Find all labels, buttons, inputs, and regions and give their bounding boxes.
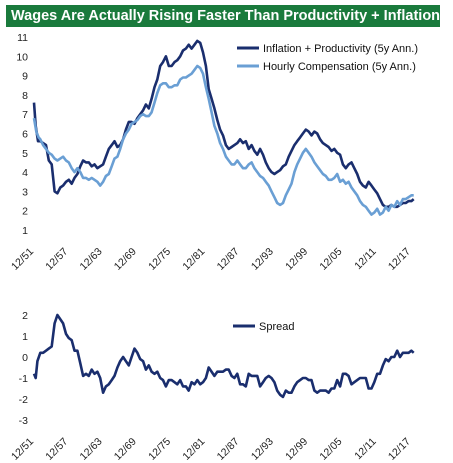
x-tick-label: 12/11 — [352, 246, 379, 273]
x-tick-label: 12/93 — [249, 246, 276, 273]
x-tick-label: 12/63 — [78, 246, 105, 273]
x-tick-label: 12/05 — [317, 436, 344, 463]
x-tick-label: 12/17 — [386, 436, 413, 463]
x-tick-label: 12/69 — [112, 436, 139, 463]
legend-label: Inflation + Productivity (5y Ann.) — [263, 43, 418, 55]
y-tick-label: 5 — [22, 148, 28, 160]
y-tick-label: 4 — [22, 167, 28, 179]
x-tick-label: 12/05 — [317, 246, 344, 273]
x-tick-label: 12/87 — [215, 246, 242, 273]
x-tick-label: 12/69 — [112, 246, 139, 273]
y-tick-label: 0 — [22, 352, 28, 364]
y-tick-label: 1 — [22, 225, 28, 237]
x-tick-label: 12/57 — [43, 246, 70, 273]
x-tick-label: 12/11 — [352, 436, 379, 463]
x-tick-label: 12/81 — [180, 246, 207, 273]
x-tick-label: 12/75 — [146, 246, 173, 273]
x-tick-label: 12/99 — [283, 246, 310, 273]
x-tick-label: 12/93 — [249, 436, 276, 463]
y-tick-label: 2 — [22, 310, 28, 322]
y-tick-label: 8 — [22, 90, 28, 102]
series-line-spread — [34, 315, 414, 397]
y-tick-label: 1 — [22, 331, 28, 343]
y-tick-label: 11 — [17, 32, 28, 44]
y-tick-label: 3 — [22, 186, 28, 198]
x-tick-label: 12/75 — [146, 436, 173, 463]
y-tick-label: -2 — [19, 394, 28, 406]
legend-label: Spread — [259, 321, 294, 333]
x-tick-label: 12/51 — [9, 436, 36, 463]
x-tick-label: 12/51 — [9, 246, 36, 273]
x-tick-label: 12/87 — [215, 436, 242, 463]
y-tick-label: 6 — [22, 129, 28, 141]
y-tick-label: 7 — [22, 109, 28, 121]
x-tick-label: 12/17 — [386, 246, 413, 273]
x-tick-label: 12/81 — [180, 436, 207, 463]
legend-label: Hourly Compensation (5y Ann.) — [263, 61, 416, 73]
y-tick-label: 2 — [22, 206, 28, 218]
x-tick-label: 12/57 — [43, 436, 70, 463]
y-tick-label: -3 — [19, 415, 28, 427]
y-tick-label: -1 — [19, 373, 28, 385]
y-tick-label: 9 — [22, 71, 28, 83]
x-tick-label: 12/99 — [283, 436, 310, 463]
x-tick-label: 12/63 — [78, 436, 105, 463]
y-tick-label: 10 — [16, 51, 28, 63]
